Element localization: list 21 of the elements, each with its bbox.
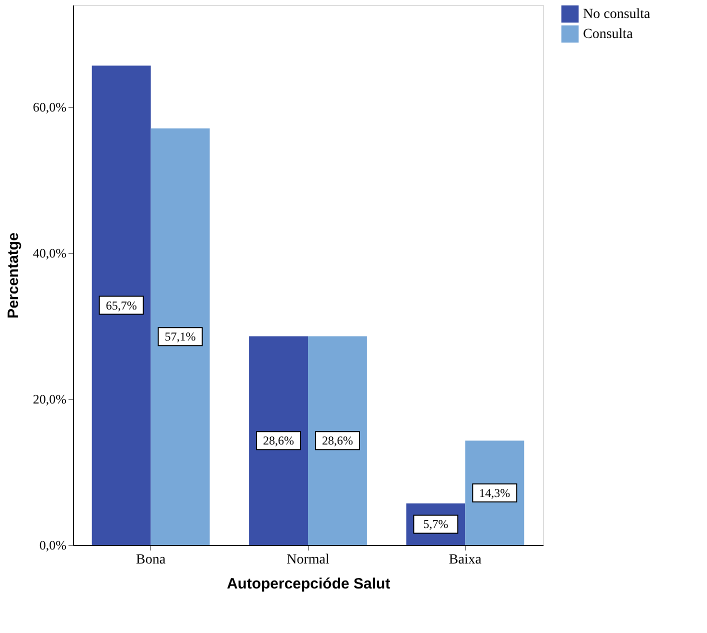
data-label: 28,6% — [322, 434, 353, 448]
y-axis-title: Percentatge — [4, 232, 22, 318]
bar — [92, 66, 151, 545]
data-label: 57,1% — [164, 330, 196, 344]
data-label: 65,7% — [106, 298, 137, 312]
y-tick-label: 60,0% — [32, 100, 67, 115]
y-tick-label: 0,0% — [39, 538, 67, 552]
data-label: 28,6% — [263, 434, 294, 448]
legend-label: Consulta — [583, 27, 634, 42]
bar — [308, 336, 367, 545]
legend-label: No consulta — [583, 7, 652, 22]
bar — [249, 336, 308, 545]
x-tick-label: Normal — [286, 552, 330, 568]
y-tick-label: 40,0% — [32, 246, 67, 261]
data-label: 5,7% — [423, 517, 448, 532]
data-label: 14,3% — [479, 486, 510, 500]
x-tick-label: Baixa — [448, 552, 482, 568]
x-axis-title: Autopercepcióde Salut — [226, 576, 390, 592]
bar — [150, 128, 210, 545]
y-tick-label: 20,0% — [32, 392, 67, 407]
x-tick-label: Bona — [136, 552, 166, 568]
